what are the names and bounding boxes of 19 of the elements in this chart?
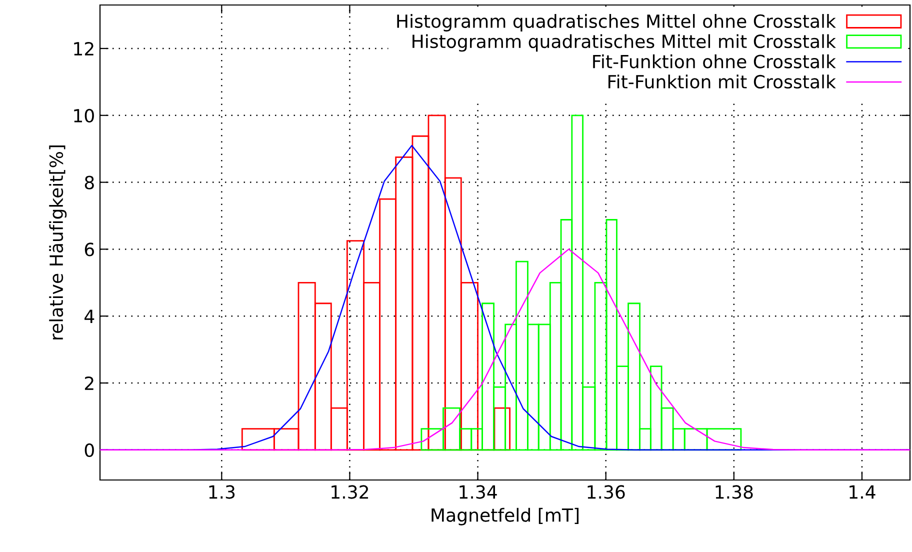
legend-label: Histogramm quadratisches Mittel ohne Crosstalk	[397, 14, 836, 32]
x-tick-label: 1.38	[716, 485, 753, 499]
x-tick-label: 1.3	[209, 485, 235, 499]
x-tick-label: 1.4	[850, 485, 876, 499]
y-tick-label: 6	[84, 242, 94, 256]
y-tick-label: 10	[74, 108, 94, 123]
y-tick-label: 8	[84, 176, 94, 190]
x-tick-label: 1.32	[332, 485, 368, 499]
legend-label: Fit-Funktion ohne Crosstalk	[593, 54, 836, 68]
y-axis-title: relative Häufigkeit[%]	[49, 146, 67, 340]
y-tick-label: 0	[84, 443, 94, 458]
x-tick-label: 1.34	[460, 485, 497, 499]
legend-label: Fit-Funktion mit Crosstalk	[608, 74, 836, 89]
x-axis-title: Magnetfeld [mT]	[432, 508, 579, 526]
legend-label: Histogramm quadratisches Mittel mit Crosstalk	[412, 34, 836, 52]
y-tick-label: 2	[84, 376, 94, 390]
y-tick-label: 12	[74, 42, 94, 56]
x-tick-label: 1.36	[588, 485, 625, 499]
y-tick-label: 4	[84, 310, 94, 323]
